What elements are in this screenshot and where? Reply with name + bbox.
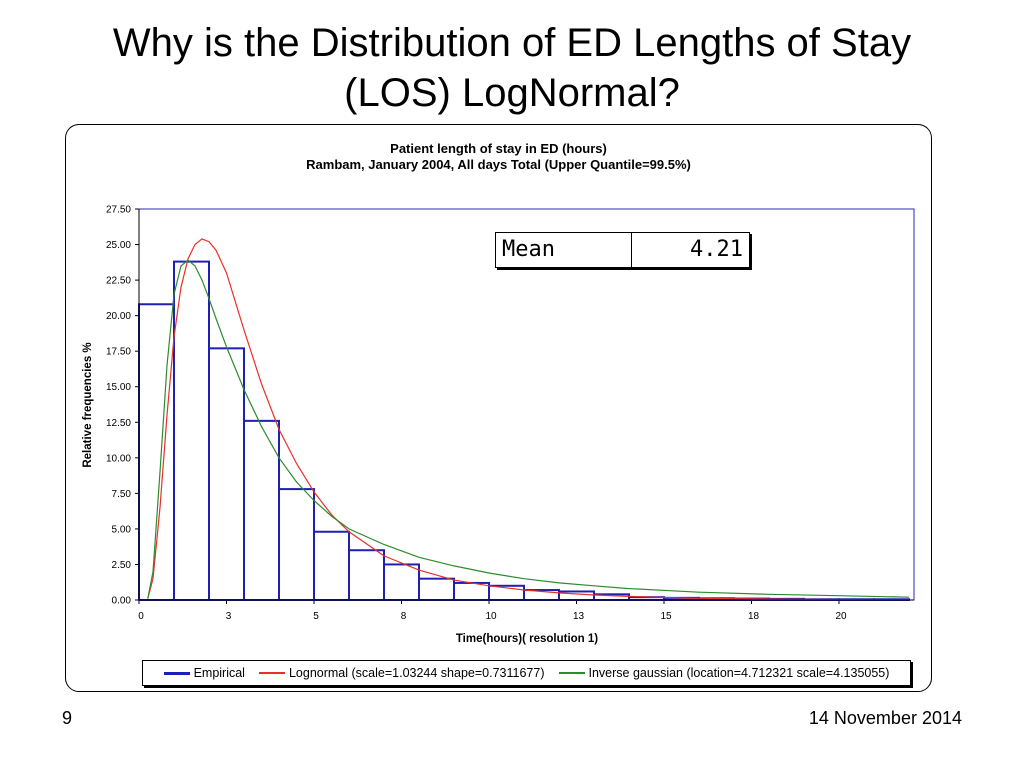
legend-swatch-lognormal <box>258 672 285 674</box>
y-tick-label: 22.50 <box>106 276 131 287</box>
y-tick-label: 17.50 <box>106 347 131 358</box>
y-tick-label: 20.00 <box>106 311 131 322</box>
x-tick-label: 0 <box>138 611 144 622</box>
legend-item-empirical: Empirical <box>163 666 245 680</box>
legend-label-inverse-gaussian: Inverse gaussian (location=4.712321 scal… <box>588 666 890 680</box>
x-tick-label: 10 <box>485 611 497 622</box>
y-axis-ticks: 0.00 2.50 5.00 7.50 10.00 12.50 15.00 17.50 20.0… <box>106 205 139 607</box>
x-tick-label: 20 <box>835 611 847 622</box>
y-tick-label: 5.00 <box>112 524 132 535</box>
y-tick-label: 27.50 <box>106 205 131 216</box>
empirical-bar <box>208 347 245 602</box>
empirical-bar <box>278 488 315 601</box>
y-tick-label: 10.00 <box>106 453 131 464</box>
legend-swatch-inverse-gaussian <box>558 672 585 674</box>
y-tick-label: 15.00 <box>106 382 131 393</box>
y-tick-label: 12.50 <box>106 418 131 429</box>
slide-title: Why is the Distribution of ED Lengths of… <box>40 18 984 118</box>
chart-subtitle: Rambam, January 2004, All days Total (Up… <box>306 157 691 172</box>
y-tick-label: 0.00 <box>112 596 132 607</box>
chart-title: Patient length of stay in ED (hours) <box>390 141 607 156</box>
empirical-bar <box>418 577 455 602</box>
slide-title-line1: Why is the Distribution of ED Lengths of… <box>112 21 912 65</box>
x-axis-label: Time(hours)( resolution 1) <box>456 633 598 645</box>
mean-box: Mean 4.21 <box>495 232 750 268</box>
empirical-bar <box>313 530 350 602</box>
slide-number: 9 <box>62 708 73 728</box>
y-tick-label: 7.50 <box>112 489 132 500</box>
chart-legend: Empirical Lognormal (scale=1.03244 shape… <box>142 660 911 686</box>
empirical-bars <box>138 260 910 602</box>
lognormal-line <box>147 238 910 601</box>
x-tick-label: 8 <box>401 611 407 622</box>
empirical-bar <box>348 549 385 602</box>
y-tick-label: 25.00 <box>106 240 131 251</box>
legend-swatch-empirical <box>163 671 190 675</box>
slide-date: 14 November 2014 <box>808 708 962 728</box>
y-tick-label: 2.50 <box>112 560 132 571</box>
x-tick-label: 13 <box>573 611 585 622</box>
legend-label-lognormal: Lognormal (scale=1.03244 shape=0.7311677… <box>288 666 545 680</box>
legend-item-lognormal: Lognormal (scale=1.03244 shape=0.7311677… <box>258 666 545 680</box>
x-tick-label: 3 <box>226 611 232 622</box>
slide-title-line2: (LOS) LogNormal? <box>344 71 680 115</box>
y-axis-label: Relative frequencies % <box>82 342 94 467</box>
empirical-bar <box>173 260 210 601</box>
x-axis-ticks: 0 3 5 8 10 13 15 18 20 <box>138 600 847 622</box>
mean-value: 4.21 <box>690 237 743 262</box>
empirical-bar <box>383 563 420 601</box>
x-tick-label: 15 <box>660 611 672 622</box>
mean-label: Mean <box>496 233 632 267</box>
inverse-gaussian-line <box>147 259 910 599</box>
x-tick-label: 5 <box>313 611 319 622</box>
legend-label-empirical: Empirical <box>193 666 245 680</box>
legend-item-inverse-gaussian: Inverse gaussian (location=4.712321 scal… <box>558 666 890 680</box>
x-tick-label: 18 <box>748 611 760 622</box>
